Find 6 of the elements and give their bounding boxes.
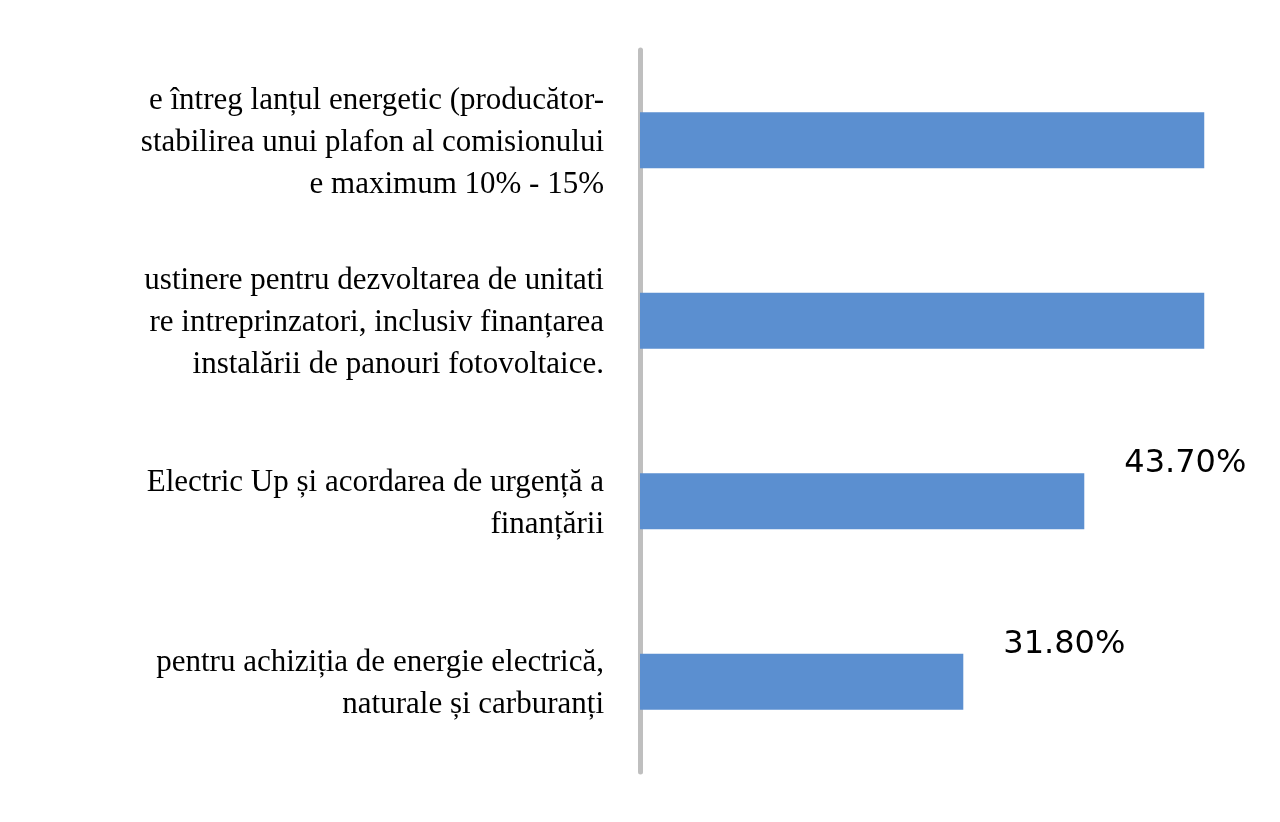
y-tick-label: pentru achiziția de energie electrică, naturale și carburanți <box>156 643 605 721</box>
y-tick-label: Electric Up și acordarea de urgență a finanțării <box>146 462 605 540</box>
y-tick-label: e întreg lanțul energetic (producător- stabilirea unui plafon al comisionului e maximum 10% - 15% <box>140 80 605 200</box>
y-tick-label: ustinere pentru dezvoltarea de unitati re intreprinzatori, inclusiv finanțarea instalării de panouri fotovoltaice. <box>144 261 605 381</box>
data-label: 31.80% <box>1003 622 1126 661</box>
data-label: 43.70% <box>1124 442 1247 481</box>
